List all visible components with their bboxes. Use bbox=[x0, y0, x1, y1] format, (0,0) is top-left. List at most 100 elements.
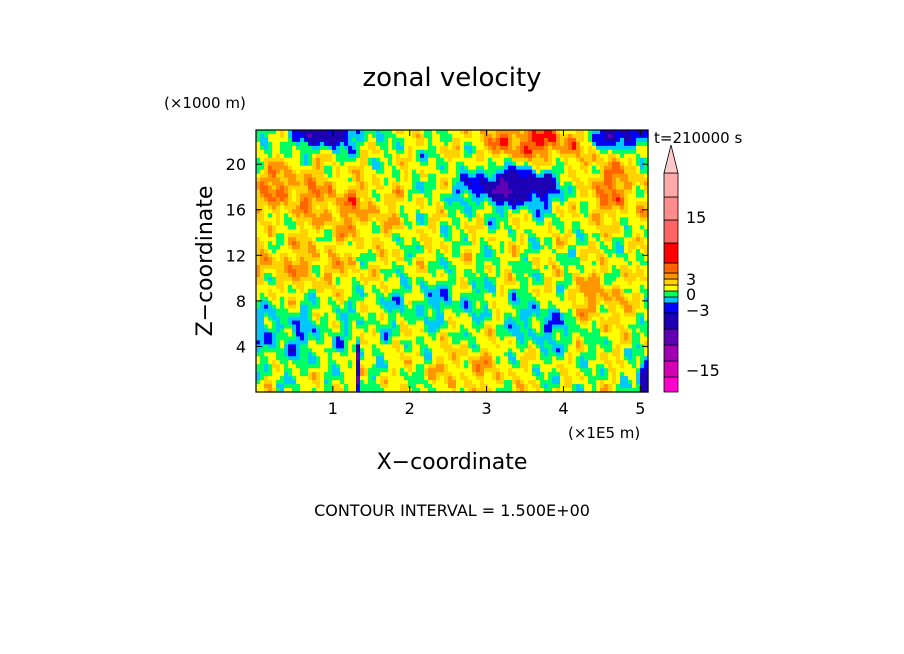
field-cell bbox=[460, 185, 465, 191]
field-cell bbox=[380, 288, 385, 294]
field-cell bbox=[368, 241, 373, 246]
field-cell bbox=[588, 173, 593, 179]
field-cell bbox=[472, 205, 477, 210]
field-cell bbox=[384, 165, 389, 171]
field-cell bbox=[360, 205, 365, 210]
field-cell bbox=[516, 316, 521, 322]
field-cell bbox=[536, 130, 541, 135]
field-cell bbox=[304, 229, 309, 234]
field-cell bbox=[536, 257, 541, 262]
field-cell bbox=[404, 249, 409, 254]
field-cell bbox=[436, 312, 441, 318]
field-cell bbox=[336, 253, 341, 258]
field-cell bbox=[520, 201, 525, 207]
field-cell bbox=[560, 308, 565, 314]
field-cell bbox=[484, 233, 489, 238]
field-cell bbox=[612, 201, 617, 207]
field-cell bbox=[564, 209, 569, 214]
field-cell bbox=[600, 300, 605, 306]
field-cell bbox=[556, 181, 561, 187]
field-cell bbox=[272, 261, 277, 266]
field-cell bbox=[452, 324, 457, 330]
field-cell bbox=[484, 149, 489, 155]
field-cell bbox=[324, 276, 329, 282]
field-cell bbox=[356, 249, 361, 254]
field-cell bbox=[476, 173, 481, 179]
field-cell bbox=[468, 284, 473, 290]
field-cell bbox=[400, 272, 405, 278]
field-cell bbox=[596, 221, 601, 226]
field-cell bbox=[612, 328, 617, 334]
field-cell bbox=[436, 268, 441, 274]
field-cell bbox=[428, 181, 433, 187]
field-cell bbox=[400, 153, 405, 159]
field-cell bbox=[624, 153, 629, 159]
field-cell bbox=[504, 292, 509, 298]
field-cell bbox=[460, 149, 465, 155]
field-cell bbox=[272, 241, 277, 246]
field-cell bbox=[440, 233, 445, 238]
field-cell bbox=[640, 221, 645, 226]
field-cell bbox=[256, 225, 261, 230]
field-cell bbox=[560, 324, 565, 330]
field-cell bbox=[380, 165, 385, 171]
field-cell bbox=[500, 284, 505, 290]
field-cell bbox=[332, 249, 337, 254]
field-cell bbox=[324, 288, 329, 294]
field-cell bbox=[588, 264, 593, 270]
field-cell bbox=[464, 237, 469, 242]
field-cell bbox=[488, 181, 493, 187]
field-cell bbox=[356, 205, 361, 210]
field-cell bbox=[500, 300, 505, 306]
field-cell bbox=[432, 169, 437, 175]
field-cell bbox=[316, 169, 321, 175]
field-cell bbox=[360, 177, 365, 183]
field-cell bbox=[588, 193, 593, 199]
field-cell bbox=[308, 292, 313, 298]
field-cell bbox=[256, 189, 261, 195]
field-cell bbox=[568, 221, 573, 226]
field-cell bbox=[624, 193, 629, 199]
field-cell bbox=[380, 328, 385, 334]
field-cell bbox=[340, 161, 345, 167]
field-cell bbox=[588, 288, 593, 294]
field-cell bbox=[380, 157, 385, 163]
field-cell bbox=[336, 205, 341, 210]
field-cell bbox=[496, 268, 501, 274]
field-cell bbox=[456, 257, 461, 262]
field-cell bbox=[444, 233, 449, 238]
field-cell bbox=[336, 137, 341, 143]
field-cell bbox=[512, 193, 517, 199]
field-cell bbox=[420, 153, 425, 159]
field-cell bbox=[512, 149, 517, 155]
field-cell bbox=[340, 185, 345, 191]
field-cell bbox=[596, 249, 601, 254]
field-cell bbox=[268, 165, 273, 171]
field-cell bbox=[624, 161, 629, 167]
field-cell bbox=[588, 137, 593, 143]
field-cell bbox=[480, 300, 485, 306]
field-cell bbox=[528, 328, 533, 334]
field-cell bbox=[320, 312, 325, 318]
field-cell bbox=[624, 225, 629, 230]
field-cell bbox=[604, 233, 609, 238]
field-cell bbox=[536, 185, 541, 191]
field-cell bbox=[404, 253, 409, 258]
field-cell bbox=[616, 280, 621, 286]
field-cell bbox=[312, 177, 317, 183]
field-cell bbox=[340, 221, 345, 226]
field-cell bbox=[388, 284, 393, 290]
field-cell bbox=[612, 296, 617, 302]
field-cell bbox=[568, 137, 573, 143]
field-cell bbox=[560, 253, 565, 258]
field-cell bbox=[268, 280, 273, 286]
field-cell bbox=[416, 165, 421, 171]
field-cell bbox=[608, 181, 613, 187]
field-cell bbox=[396, 268, 401, 274]
field-cell bbox=[500, 181, 505, 187]
field-cell bbox=[508, 261, 513, 266]
field-cell bbox=[332, 209, 337, 214]
field-cell bbox=[500, 276, 505, 282]
field-cell bbox=[444, 201, 449, 207]
field-cell bbox=[308, 253, 313, 258]
